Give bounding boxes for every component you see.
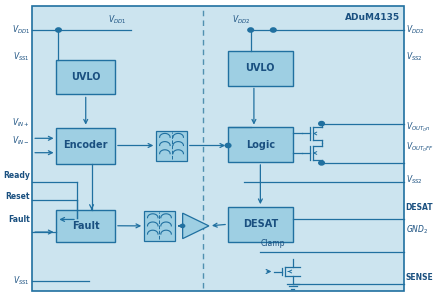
Bar — [56, 60, 115, 94]
Text: $V_{SS2}$: $V_{SS2}$ — [405, 174, 422, 186]
Text: $V_{SS2}$: $V_{SS2}$ — [405, 51, 422, 63]
Text: UVLO: UVLO — [245, 63, 274, 73]
Bar — [56, 128, 115, 164]
Text: Fault: Fault — [72, 221, 99, 231]
Circle shape — [318, 122, 324, 126]
Circle shape — [225, 143, 230, 148]
Text: $V_{IN−}$: $V_{IN−}$ — [13, 135, 30, 147]
Text: Logic: Logic — [245, 140, 274, 150]
Text: $V_{DD2}$: $V_{DD2}$ — [232, 13, 250, 26]
Bar — [144, 211, 174, 241]
Text: $V_{OUT_OFF}$: $V_{OUT_OFF}$ — [405, 140, 433, 154]
Text: $V_{DD1}$: $V_{DD1}$ — [12, 24, 30, 36]
Text: Fault: Fault — [8, 214, 30, 224]
Circle shape — [318, 161, 324, 165]
Circle shape — [270, 28, 276, 32]
Text: $V_{DD1}$: $V_{DD1}$ — [108, 13, 126, 26]
Text: $V_{OUT_On}$: $V_{OUT_On}$ — [405, 121, 430, 134]
Circle shape — [56, 28, 61, 32]
Text: Reset: Reset — [6, 192, 30, 201]
Text: Encoder: Encoder — [63, 140, 108, 151]
Text: DESAT: DESAT — [242, 219, 277, 229]
Text: ADuM4135: ADuM4135 — [344, 14, 399, 22]
Text: $V_{DD2}$: $V_{DD2}$ — [405, 24, 423, 36]
Bar — [227, 207, 292, 242]
Text: DESAT: DESAT — [405, 202, 432, 211]
Text: $V_{SS1}$: $V_{SS1}$ — [13, 274, 30, 287]
Polygon shape — [182, 213, 208, 239]
Text: UVLO: UVLO — [71, 72, 100, 82]
Text: $V_{IN+}$: $V_{IN+}$ — [13, 117, 30, 129]
Circle shape — [180, 224, 184, 227]
Text: SENSE: SENSE — [405, 273, 433, 282]
Bar — [56, 210, 115, 242]
Text: $GND_{2}$: $GND_{2}$ — [405, 223, 427, 236]
Bar — [156, 130, 186, 160]
Bar — [227, 128, 292, 162]
Text: Ready: Ready — [3, 171, 30, 180]
Bar — [227, 51, 292, 86]
Circle shape — [247, 28, 253, 32]
Text: Clamp: Clamp — [260, 239, 284, 248]
Text: $V_{SS1}$: $V_{SS1}$ — [13, 51, 30, 63]
